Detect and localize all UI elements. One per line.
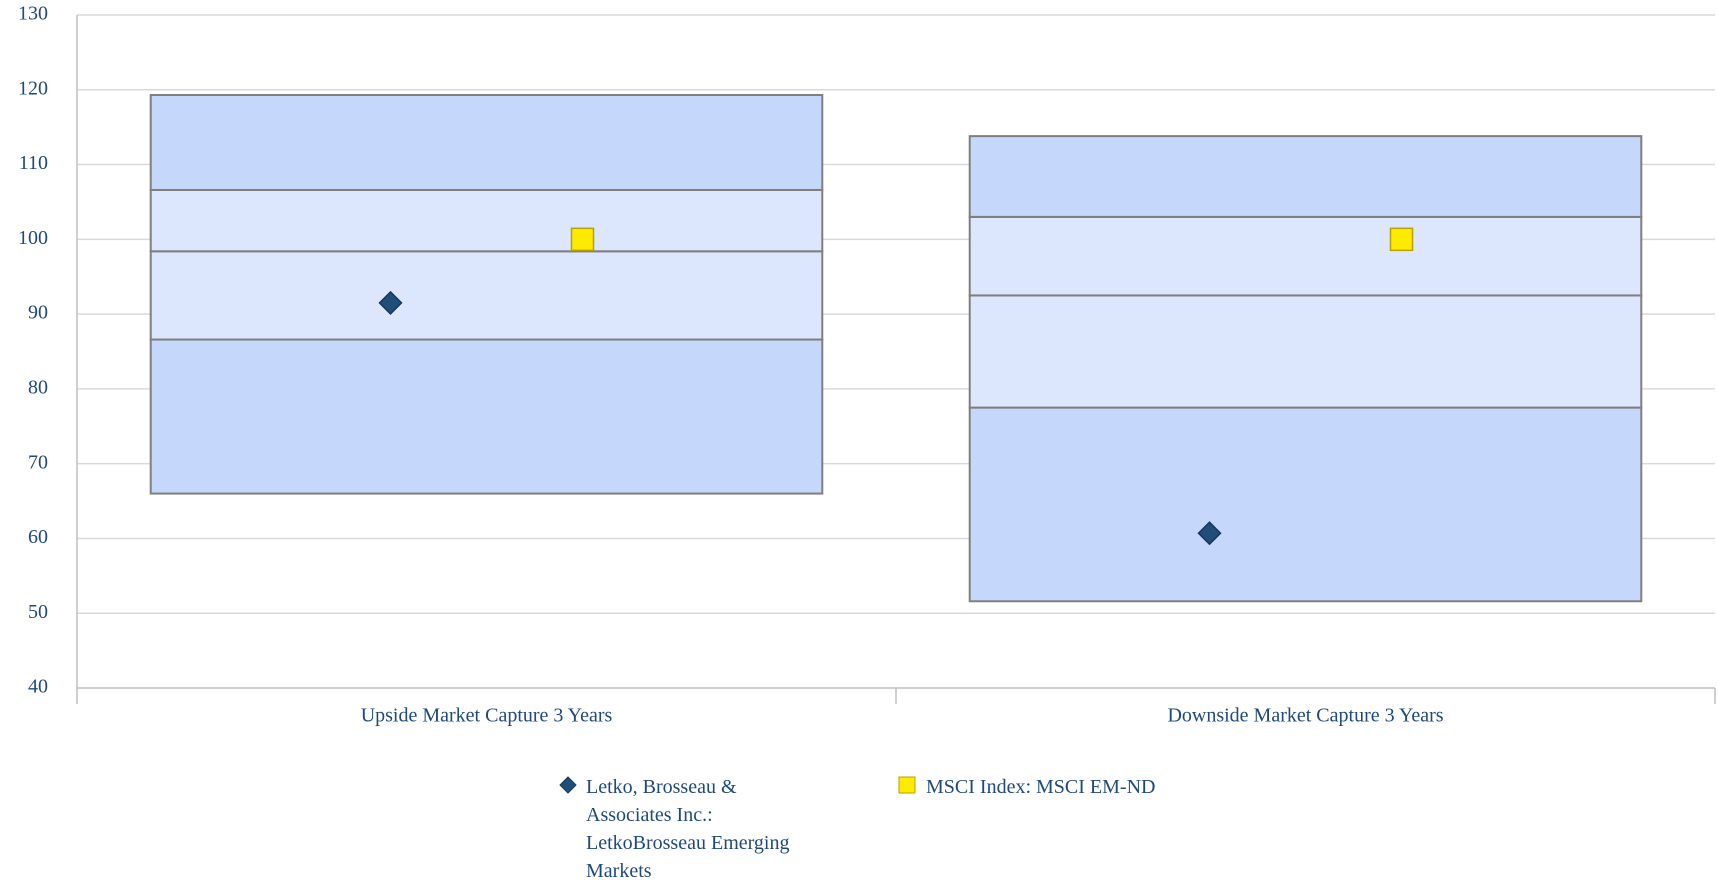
box-segment (968, 135, 1643, 218)
y-tick-label: 50 (28, 601, 48, 623)
point (570, 227, 595, 252)
y-tick-label: 60 (28, 526, 48, 548)
y-tick-label: 110 (19, 152, 48, 174)
box-segment (968, 406, 1643, 603)
box-segment (149, 250, 824, 341)
point (378, 290, 403, 315)
y-tick-label: 80 (28, 376, 48, 398)
legend-label: Letko, Brosseau & Associates Inc.: Letko… (586, 776, 790, 882)
box-segment (968, 215, 1643, 297)
legend-swatch (559, 776, 577, 794)
x-tick-label: Upside Market Capture 3 Years (361, 705, 613, 727)
y-tick-label: 90 (28, 302, 48, 324)
y-tick-label: 120 (18, 77, 48, 99)
x-tick-label: Downside Market Capture 3 Years (1167, 705, 1443, 727)
box-segment (149, 188, 824, 253)
point (1389, 227, 1414, 252)
y-tick-label: 130 (18, 3, 48, 25)
y-tick-label: 100 (18, 227, 48, 249)
y-tick-label: 70 (28, 451, 48, 473)
box-segment (149, 94, 824, 191)
y-tick-label: 40 (28, 676, 48, 698)
box-segment (968, 294, 1643, 409)
legend-label: MSCI Index: MSCI EM-ND (926, 776, 1156, 798)
point (1197, 521, 1222, 546)
legend-swatch (898, 776, 916, 794)
box-segment (149, 338, 824, 495)
